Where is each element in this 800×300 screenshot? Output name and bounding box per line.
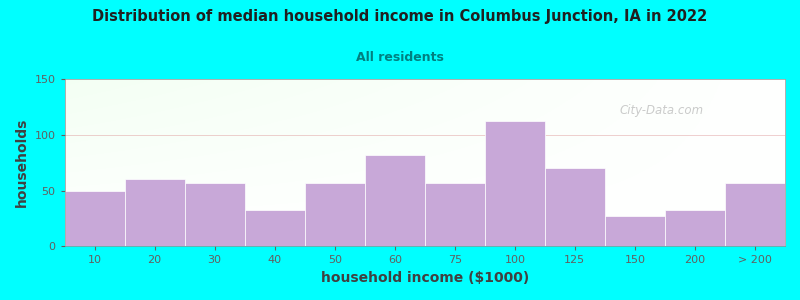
Bar <box>185 183 245 246</box>
Bar <box>545 168 605 246</box>
Bar <box>485 122 545 246</box>
Bar <box>425 183 485 246</box>
Bar <box>305 183 365 246</box>
Y-axis label: households: households <box>15 118 29 207</box>
Bar <box>665 210 725 246</box>
Bar <box>365 155 425 246</box>
Text: All residents: All residents <box>356 51 444 64</box>
Text: City-Data.com: City-Data.com <box>619 104 703 117</box>
Bar <box>125 179 185 246</box>
Bar <box>725 183 785 246</box>
Bar <box>605 216 665 246</box>
Bar <box>245 210 305 246</box>
Text: Distribution of median household income in Columbus Junction, IA in 2022: Distribution of median household income … <box>92 9 708 24</box>
X-axis label: household income ($1000): household income ($1000) <box>321 271 529 285</box>
Bar <box>65 190 125 246</box>
